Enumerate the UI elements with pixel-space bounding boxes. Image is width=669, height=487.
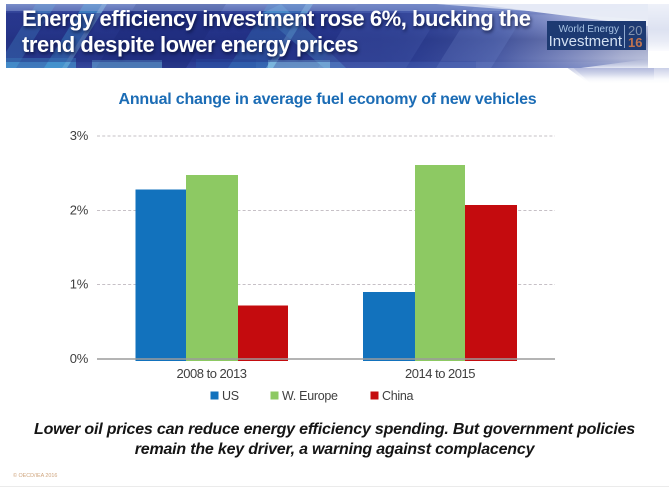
svg-text:2014 to 2015: 2014 to 2015 bbox=[405, 366, 475, 381]
svg-text:2%: 2% bbox=[70, 203, 89, 218]
svg-text:1%: 1% bbox=[70, 277, 89, 292]
svg-text:3%: 3% bbox=[70, 128, 89, 143]
svg-text:China: China bbox=[382, 389, 414, 403]
svg-text:2008 to 2013: 2008 to 2013 bbox=[177, 366, 247, 381]
svg-text:W. Europe: W. Europe bbox=[282, 389, 338, 403]
svg-text:0%: 0% bbox=[70, 351, 89, 366]
svg-text:US: US bbox=[222, 389, 239, 403]
